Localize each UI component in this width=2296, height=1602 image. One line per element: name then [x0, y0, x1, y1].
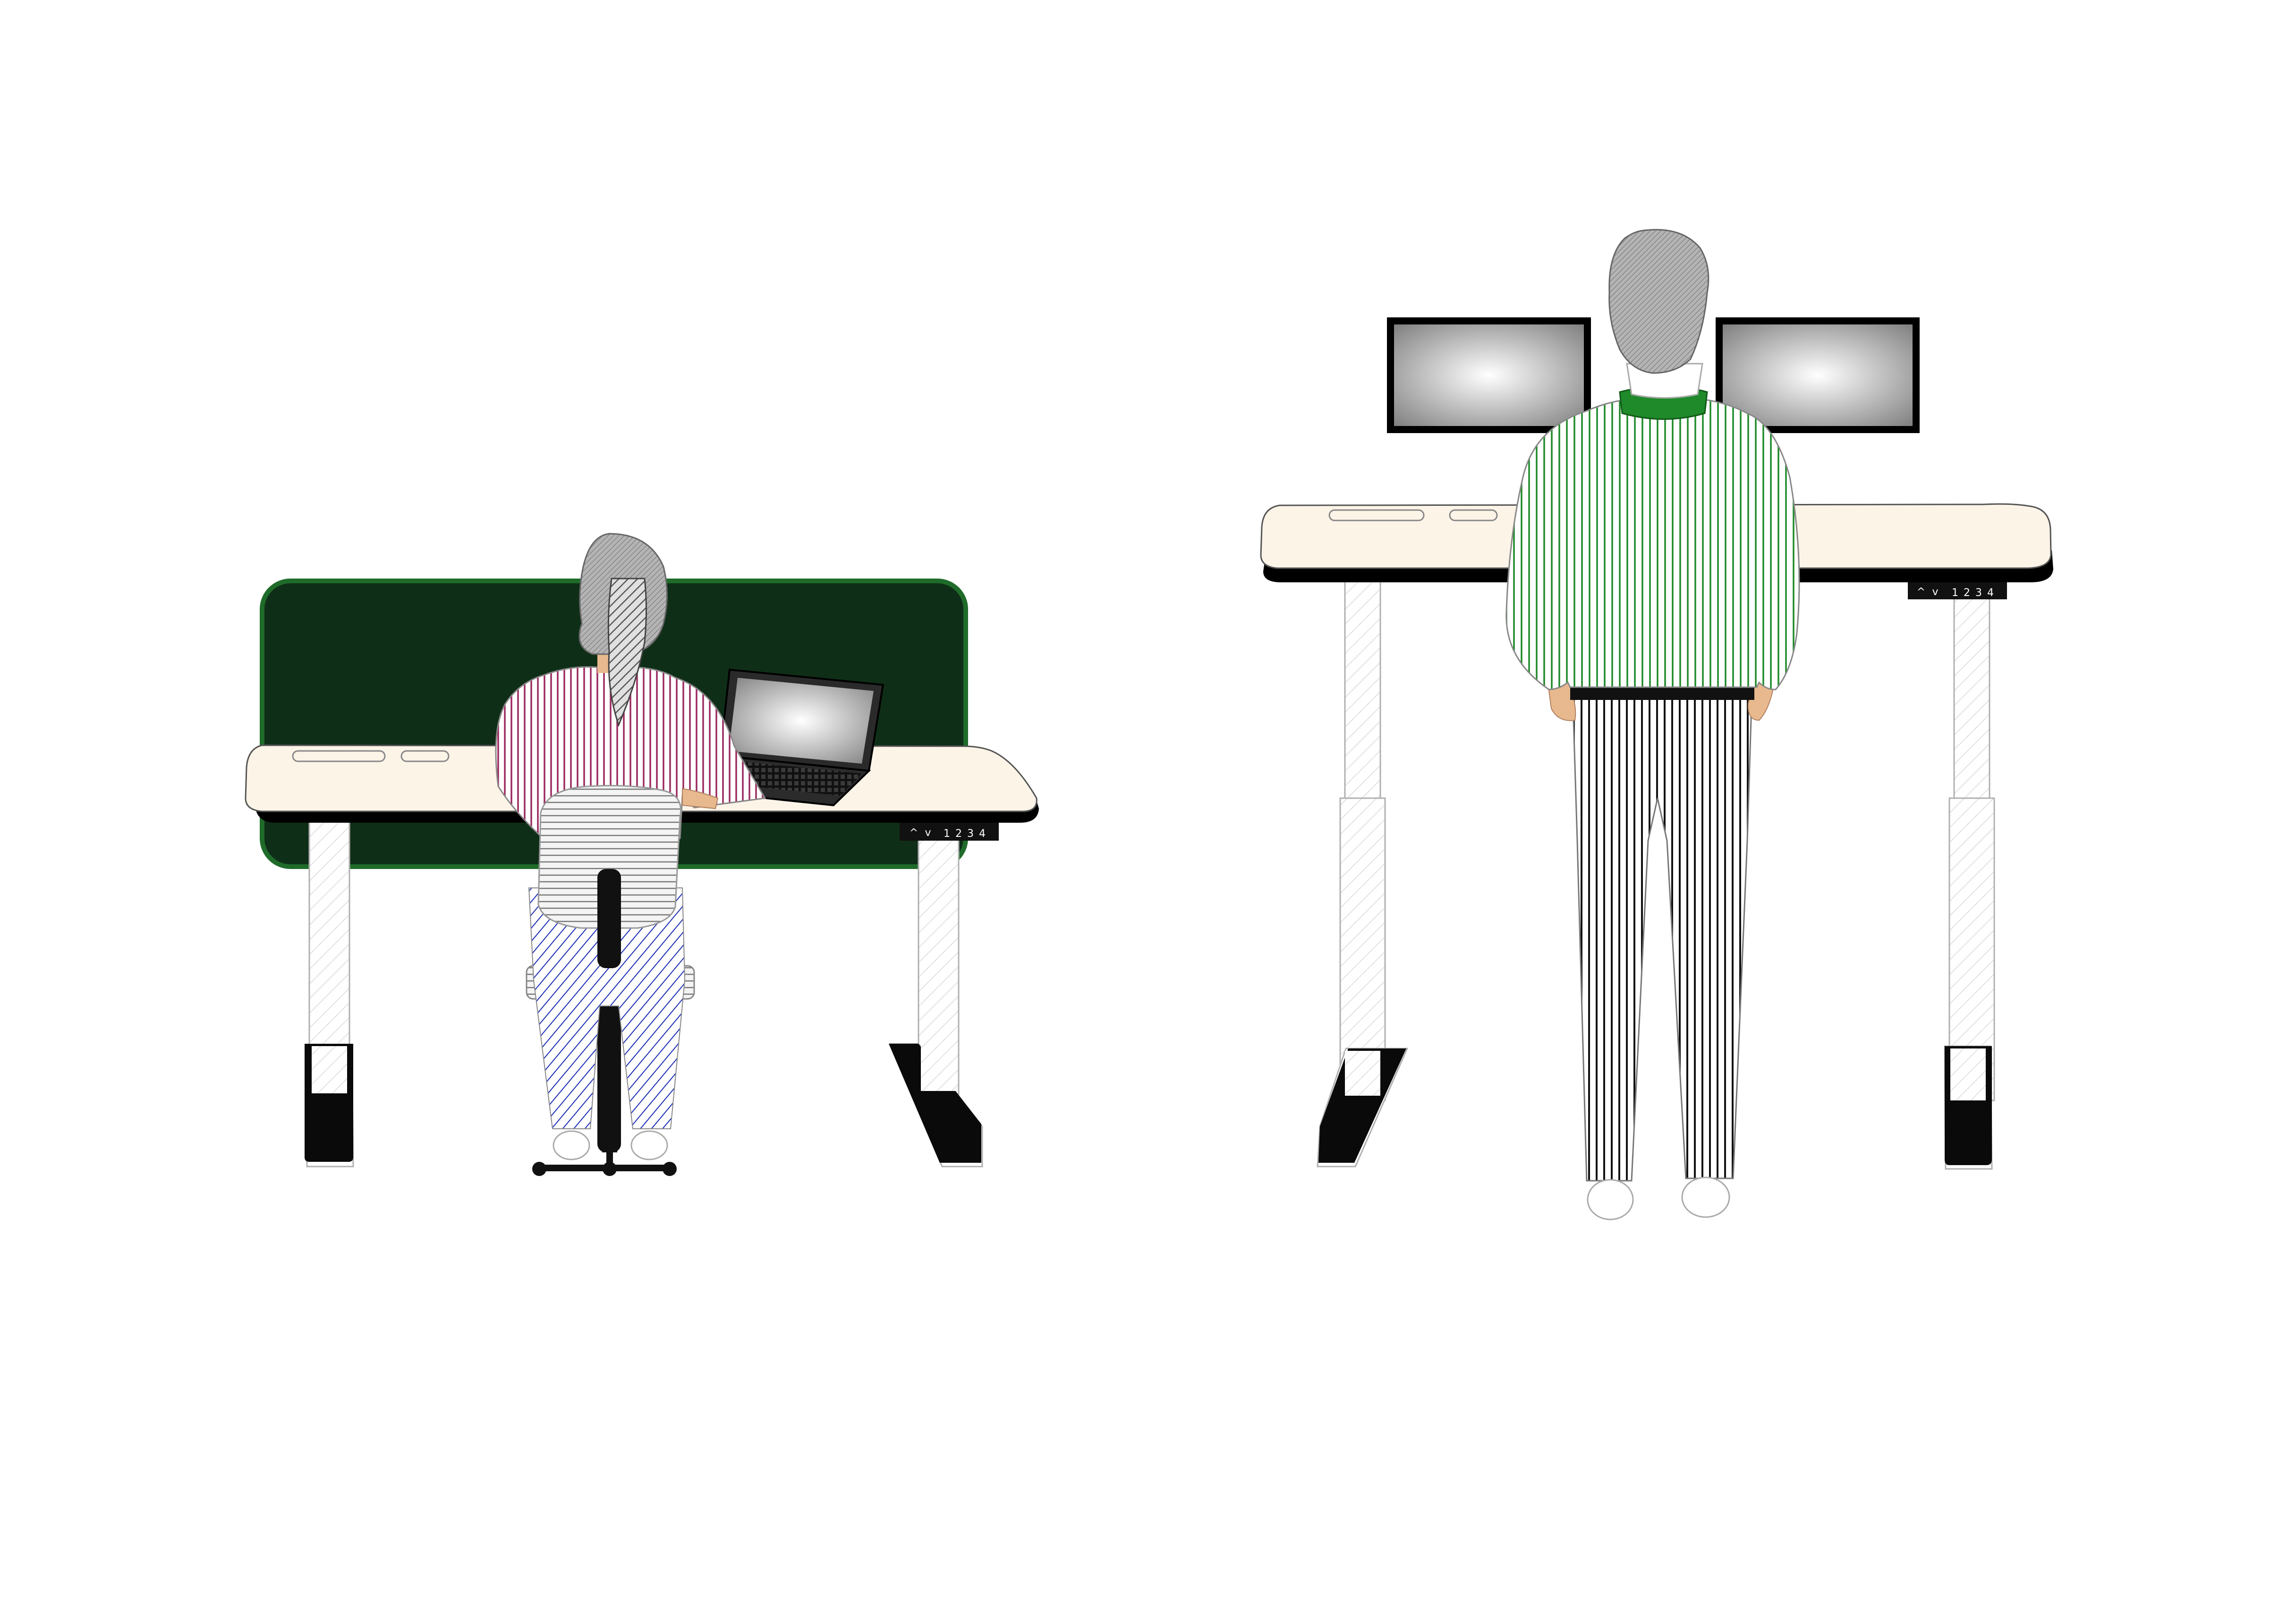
desk-legs	[305, 821, 983, 1167]
cable-grommet	[1328, 509, 1425, 521]
braid	[607, 578, 647, 727]
chevron-down-icon[interactable]: v	[1932, 586, 1938, 598]
chair-backrest	[537, 785, 681, 929]
right-shoe	[630, 1130, 668, 1160]
standing-person	[1505, 229, 1800, 1220]
sitting-workstation: ^ v 1 2 3 4	[245, 533, 1039, 1176]
preset-button-3[interactable]: 3	[967, 828, 974, 840]
chevron-down-icon[interactable]: v	[925, 827, 931, 839]
cable-grommet	[292, 750, 386, 762]
left-shoe	[1587, 1179, 1634, 1220]
preset-button-1[interactable]: 1	[1952, 587, 1958, 599]
preset-button-2[interactable]: 2	[955, 828, 962, 840]
preset-button-4[interactable]: 4	[979, 828, 986, 840]
hair	[1608, 229, 1709, 374]
preset-button-2[interactable]: 2	[1964, 587, 1970, 599]
desk-legs	[1317, 575, 1995, 1170]
chevron-up-icon[interactable]: ^	[910, 827, 918, 839]
height-control-panel[interactable]: ^ v 1 2 3 4	[900, 823, 999, 841]
chevron-up-icon[interactable]: ^	[1917, 586, 1925, 598]
seated-person	[495, 533, 766, 1160]
monitor-left	[1387, 317, 1591, 433]
preset-button-3[interactable]: 3	[1975, 587, 1982, 599]
right-shoe	[1681, 1176, 1730, 1218]
preset-button-4[interactable]: 4	[1987, 587, 1994, 599]
height-control-panel[interactable]: ^ v 1 2 3 4	[1908, 582, 2007, 599]
phone-slot	[400, 750, 450, 762]
standing-workstation: ^ v 1 2 3 4	[1260, 229, 2053, 1220]
left-shoe	[553, 1130, 590, 1160]
preset-button-1[interactable]: 1	[944, 828, 950, 840]
phone-slot	[1449, 509, 1498, 521]
